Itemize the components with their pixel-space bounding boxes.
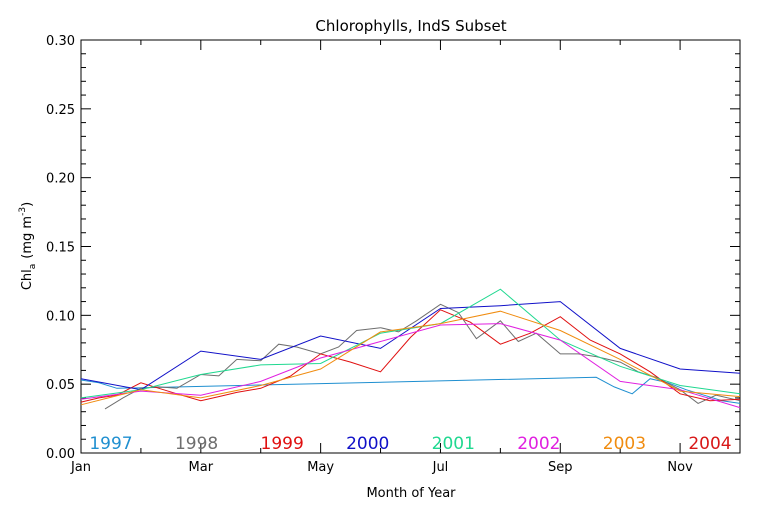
x-axis: Jan Mar May Jul Sep Nov bbox=[70, 40, 741, 475]
legend-label-2000: 2000 bbox=[346, 434, 389, 454]
x-tick-label: Mar bbox=[189, 460, 214, 475]
y-tick-label: 0.00 bbox=[46, 447, 75, 462]
legend-label-1998: 1998 bbox=[175, 434, 218, 454]
y-tick-label: 0.20 bbox=[46, 172, 75, 187]
legend-label-1997: 1997 bbox=[89, 434, 132, 454]
plot-frame bbox=[80, 39, 741, 454]
chart-title: Chlorophylls, IndS Subset bbox=[315, 17, 506, 35]
y-axis: 0.00 0.05 0.10 0.15 0.20 0.25 0.30 bbox=[46, 34, 740, 462]
series-line-2002 bbox=[80, 323, 741, 409]
y-axis-title: Chla (mg m-3) bbox=[18, 202, 38, 290]
x-tick-label: Nov bbox=[667, 460, 693, 475]
y-tick-label: 0.15 bbox=[46, 241, 75, 256]
series-line-2001 bbox=[80, 288, 741, 399]
legend: 1997 1998 1999 2000 2001 2002 2003 2004 bbox=[89, 434, 731, 454]
legend-label-2004: 2004 bbox=[688, 434, 731, 454]
y-tick-label: 0.30 bbox=[46, 34, 75, 49]
y-axis-title-close: ) bbox=[20, 202, 35, 207]
series-line-1997 bbox=[80, 376, 741, 404]
y-tick-label: 0.25 bbox=[46, 103, 75, 118]
x-tick-label: Jul bbox=[432, 460, 449, 475]
y-tick-label: 0.10 bbox=[46, 309, 75, 324]
series-lines bbox=[80, 288, 741, 410]
legend-label-2002: 2002 bbox=[517, 434, 560, 454]
series-line-2000 bbox=[80, 301, 741, 391]
legend-label-1999: 1999 bbox=[261, 434, 304, 454]
y-axis-title-subscript: a bbox=[28, 264, 38, 270]
series-line-1999 bbox=[80, 309, 741, 403]
x-tick-label: Sep bbox=[548, 460, 573, 475]
legend-label-2001: 2001 bbox=[432, 434, 475, 454]
series-line-1998 bbox=[104, 303, 741, 410]
legend-label-2003: 2003 bbox=[603, 434, 646, 454]
y-tick-label: 0.05 bbox=[46, 378, 75, 393]
x-axis-title: Month of Year bbox=[366, 486, 456, 501]
y-axis-title-superscript: -3 bbox=[18, 207, 28, 216]
y-axis-title-unit: (mg m bbox=[20, 216, 35, 259]
x-tick-label: Jan bbox=[70, 460, 91, 475]
y-axis-title-main: Chl bbox=[20, 269, 35, 290]
x-tick-label: May bbox=[307, 460, 334, 475]
series-line-2003 bbox=[80, 310, 741, 406]
